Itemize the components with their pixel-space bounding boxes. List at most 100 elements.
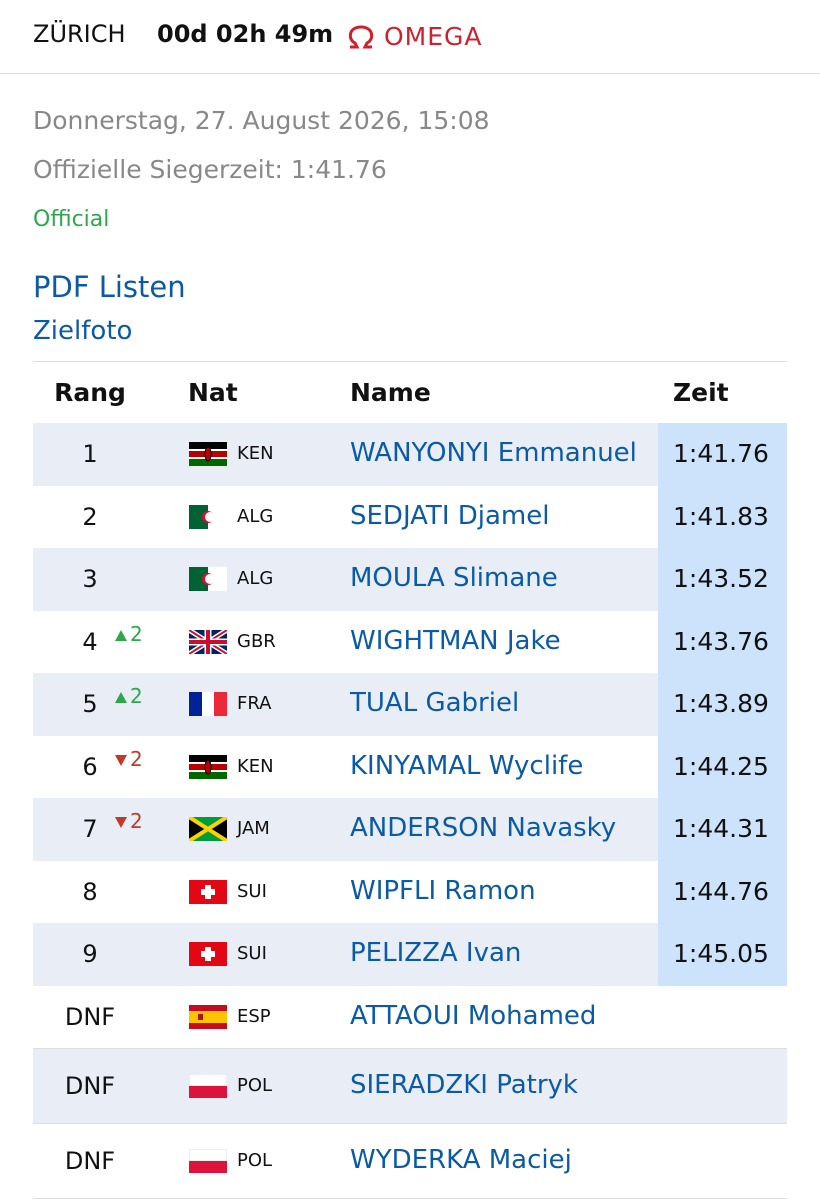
- athlete-name[interactable]: WYDERKA Maciej: [350, 1145, 572, 1175]
- athlete-name[interactable]: KINYAMAL Wyclife: [350, 750, 584, 781]
- athlete-name[interactable]: WANYONYI Emmanuel: [350, 438, 637, 469]
- column-header: Zeit: [673, 378, 729, 407]
- flag: [189, 754, 227, 779]
- time-bg: [658, 485, 787, 548]
- rank: 9: [82, 940, 98, 969]
- time: 1:44.76: [673, 876, 769, 906]
- row-bg: [33, 1048, 787, 1124]
- flag-image: [189, 504, 227, 529]
- nat-code: ESP: [237, 1006, 271, 1027]
- flag-image: [189, 879, 227, 904]
- date: Donnerstag, 27. August 2026, 15:08: [33, 106, 490, 135]
- time: 1:43.76: [673, 626, 769, 656]
- athlete-name[interactable]: WIGHTMAN Jake: [350, 625, 561, 656]
- flag-image: [189, 442, 227, 467]
- flag: [189, 567, 227, 592]
- athlete-name[interactable]: TUAL Gabriel: [350, 688, 520, 719]
- column-header: Name: [350, 378, 431, 407]
- brand: OMEGA: [384, 22, 483, 51]
- nat-code: KEN: [237, 755, 274, 777]
- photo-link[interactable]: Zielfoto: [33, 316, 133, 346]
- trend-arrow: [115, 629, 127, 641]
- time-bg: [658, 798, 787, 861]
- rank: 6: [82, 752, 98, 781]
- flag-image: [189, 692, 227, 717]
- nat-code: GBR: [237, 630, 276, 652]
- flag-image: [189, 567, 227, 592]
- flag-image: [189, 1005, 227, 1029]
- athlete-name[interactable]: WIPFLI Ramon: [350, 875, 536, 906]
- time: 1:41.76: [673, 439, 769, 469]
- nat-code: ALG: [237, 568, 274, 590]
- time-bg: [658, 423, 787, 486]
- rank: 5: [82, 690, 98, 719]
- flag-image: [189, 754, 227, 779]
- divider: [33, 361, 787, 362]
- rank: 2: [82, 502, 98, 531]
- time-bg: [658, 860, 787, 923]
- time: 1:43.52: [673, 564, 769, 594]
- nat-code: ALG: [237, 505, 274, 527]
- time-bg: [658, 923, 787, 986]
- flag: [188, 1148, 228, 1173]
- nat-code: POL: [237, 1075, 273, 1096]
- row-divider: [33, 1197, 787, 1199]
- winning-time: Offizielle Siegerzeit: 1:41.76: [33, 155, 387, 184]
- flag: [187, 815, 229, 843]
- nat-code: KEN: [237, 443, 274, 465]
- flag: [188, 1073, 228, 1098]
- athlete-name[interactable]: SIERADZKI Patryk: [350, 1070, 578, 1100]
- time: 1:44.25: [673, 751, 769, 781]
- athlete-name[interactable]: ATTAOUI Mohamed: [350, 1001, 597, 1031]
- nat-code: POL: [237, 1150, 273, 1171]
- status: Official: [33, 207, 110, 232]
- flag-image: [187, 627, 229, 656]
- rank-change: 2: [130, 621, 143, 646]
- omega-logo: [348, 25, 374, 49]
- rank-change: 2: [130, 684, 143, 709]
- rank: 3: [82, 565, 98, 594]
- trend-arrow: [115, 817, 127, 829]
- flag: [189, 504, 227, 529]
- time-bg: [658, 673, 787, 736]
- rank: 4: [82, 627, 98, 656]
- flag-image: [188, 1073, 228, 1098]
- time: 1:41.83: [673, 501, 769, 531]
- pdf-link[interactable]: PDF Listen: [33, 270, 186, 304]
- time-bg: [658, 735, 787, 798]
- rank: DNF: [64, 1072, 116, 1100]
- nat-code: SUI: [237, 943, 267, 965]
- flag-image: [188, 1148, 228, 1173]
- trend-arrow: [115, 692, 127, 704]
- flag: [189, 942, 227, 967]
- athlete-name[interactable]: PELIZZA Ivan: [350, 938, 522, 969]
- flag: [189, 692, 227, 717]
- flag-image: [189, 942, 227, 967]
- flag: [189, 879, 227, 904]
- nat-code: JAM: [237, 818, 270, 840]
- rank: DNF: [64, 1147, 116, 1175]
- city: ZÜRICH: [33, 20, 126, 48]
- nat-code: FRA: [237, 693, 272, 715]
- rank: 8: [82, 877, 98, 906]
- column-header: Nat: [188, 378, 238, 407]
- athlete-name[interactable]: MOULA Slimane: [350, 563, 558, 594]
- rank: 1: [82, 440, 98, 469]
- rank-change: 2: [130, 809, 143, 834]
- flag: [189, 1005, 227, 1029]
- row-divider: [33, 1122, 787, 1124]
- time: 1:45.05: [673, 939, 769, 969]
- trend-arrow: [115, 754, 127, 766]
- time: 1:44.31: [673, 814, 769, 844]
- rank: DNF: [64, 1003, 116, 1031]
- nat-code: SUI: [237, 880, 267, 902]
- countdown: 00d 02h 49m: [157, 20, 334, 48]
- athlete-name[interactable]: SEDJATI Djamel: [350, 500, 550, 531]
- flag: [189, 442, 227, 467]
- column-header: Rang: [54, 378, 126, 407]
- athlete-name[interactable]: ANDERSON Navasky: [350, 813, 617, 844]
- time-bg: [658, 548, 787, 611]
- flag-image: [187, 815, 229, 843]
- time-bg: [658, 610, 787, 673]
